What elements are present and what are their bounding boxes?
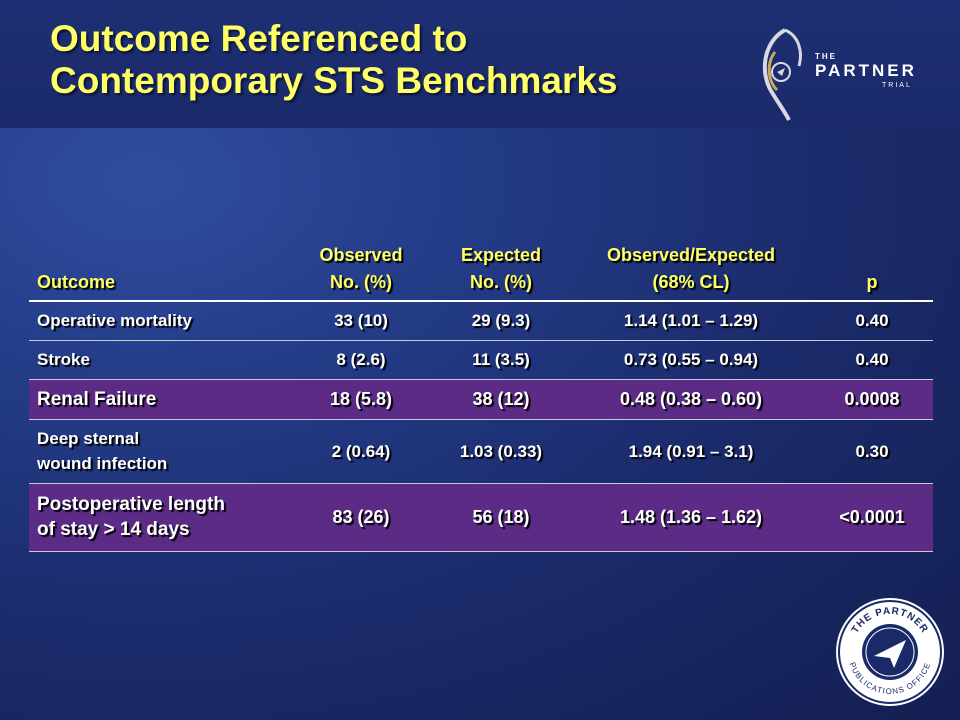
slide-title: Outcome Referenced to Contemporary STS B… [50,18,730,102]
table-row-highlighted: Postoperative length of stay > 14 days 8… [29,483,933,552]
cell-observed: 18 (5.8) [291,379,431,420]
logo-the-text: THE [815,52,837,61]
heart-swirl-icon [762,28,802,121]
publications-office-seal-icon: THE PARTNER PUBLICATIONS OFFICE [836,598,944,706]
table-row: Operative mortality 33 (10) 29 (9.3) 1.1… [29,301,933,341]
cell-observed: 8 (2.6) [291,340,431,380]
cell-p: 0.30 [811,419,933,484]
cell-ratio: 1.48 (1.36 – 1.62) [571,483,811,552]
cell-outcome: Postoperative length of stay > 14 days [29,483,291,552]
table-row-highlighted: Renal Failure 18 (5.8) 38 (12) 0.48 (0.3… [29,379,933,420]
cell-observed: 2 (0.64) [291,419,431,484]
cell-observed: 83 (26) [291,483,431,552]
cell-ratio: 1.14 (1.01 – 1.29) [571,301,811,341]
cell-p: 0.40 [811,301,933,341]
cell-expected: 29 (9.3) [431,301,571,341]
cell-p: 0.40 [811,340,933,380]
cell-outcome: Operative mortality [29,301,291,341]
cell-outcome: Stroke [29,340,291,380]
cell-p: 0.0008 [811,379,933,420]
cell-outcome: Renal Failure [29,379,291,420]
header-expected: Expected No. (%) [460,245,542,292]
header-p: p [866,272,878,292]
cell-ratio: 0.73 (0.55 – 0.94) [571,340,811,380]
cell-expected: 56 (18) [431,483,571,552]
logo-partner-text: PARTNER [815,61,917,80]
header-ratio: Observed/Expected (68% CL) [606,245,776,292]
slide-title-line-2: Contemporary STS Benchmarks [50,60,618,101]
cell-expected: 11 (3.5) [431,340,571,380]
partner-trial-logo: THE PARTNER TRIAL [755,22,945,122]
header-outcome: Outcome [37,272,116,292]
outcome-table: Outcome Observed No. (%) Expected No. (%… [29,232,933,552]
header-observed: Observed No. (%) [319,245,403,292]
cell-ratio: 0.48 (0.38 – 0.60) [571,379,811,420]
table-header-row: Outcome Observed No. (%) Expected No. (%… [29,232,933,301]
cell-expected: 1.03 (0.33) [431,419,571,484]
cell-ratio: 1.94 (0.91 – 3.1) [571,419,811,484]
cell-expected: 38 (12) [431,379,571,420]
table-row: Stroke 8 (2.6) 11 (3.5) 0.73 (0.55 – 0.9… [29,340,933,380]
slide-title-line-1: Outcome Referenced to [50,18,468,59]
logo-trial-text: TRIAL [882,82,912,89]
cell-p: <0.0001 [811,483,933,552]
table-row: Deep sternal wound infection 2 (0.64) 1.… [29,419,933,484]
cell-observed: 33 (10) [291,301,431,341]
cell-outcome: Deep sternal wound infection [29,419,291,484]
